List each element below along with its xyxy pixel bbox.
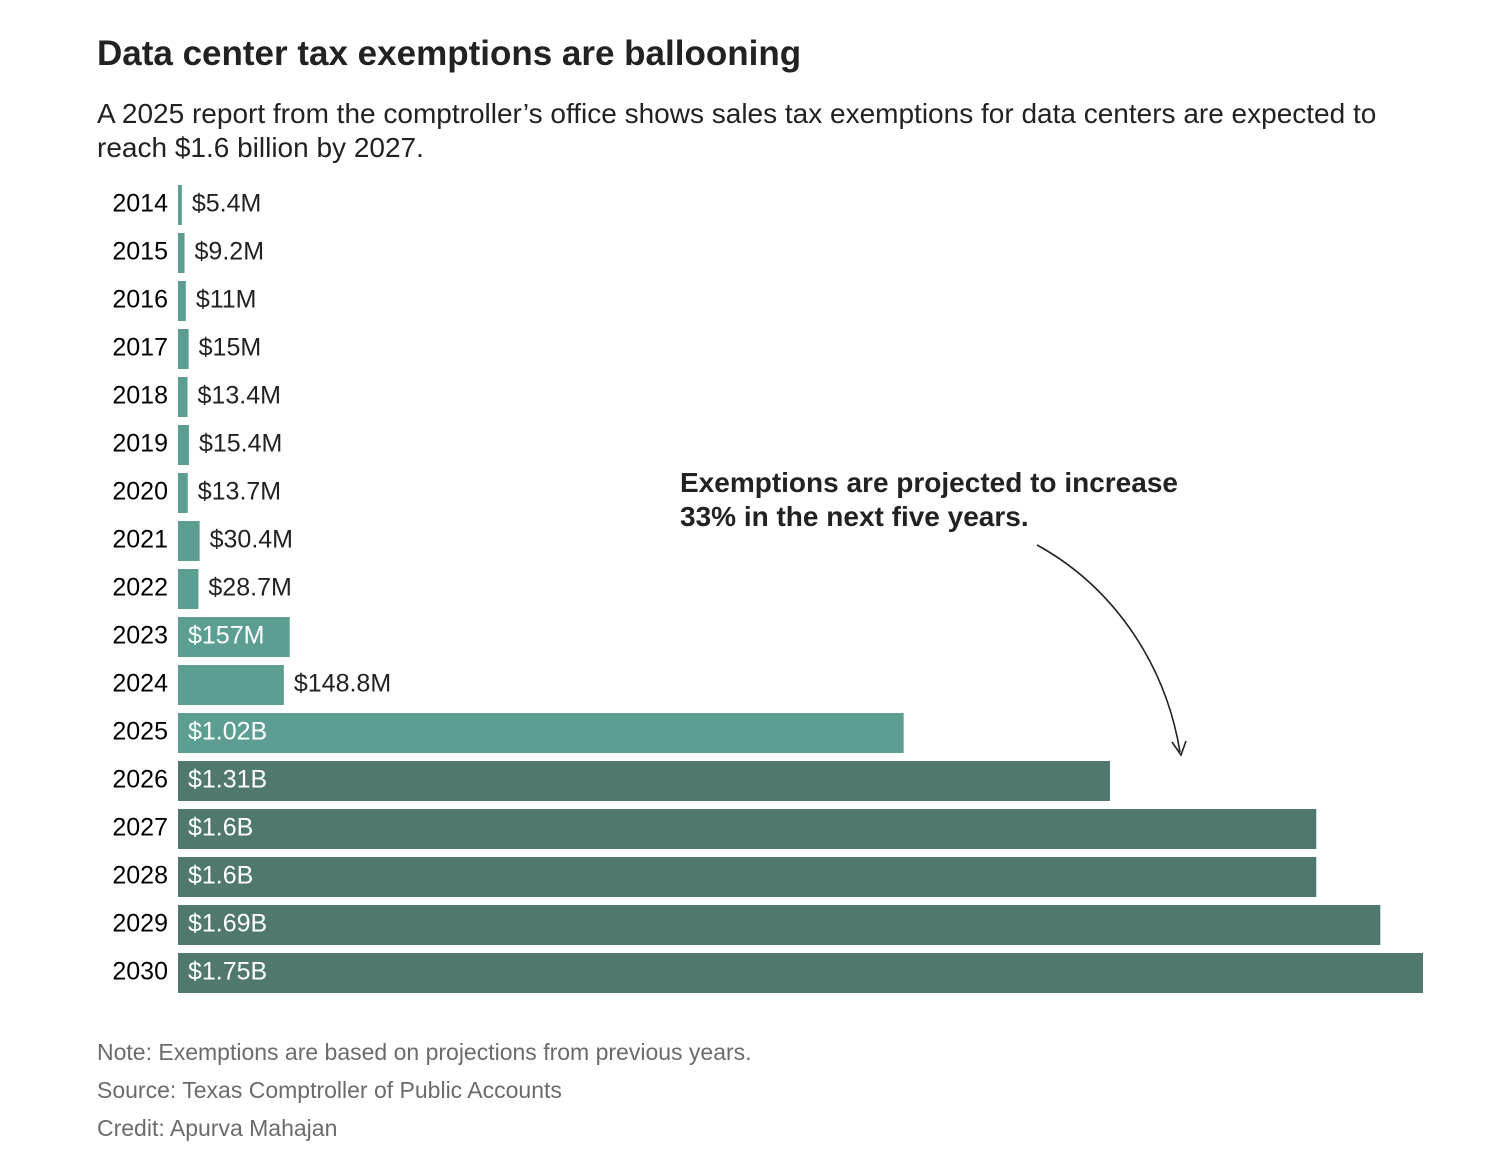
value-label: $1.75B bbox=[188, 958, 267, 986]
value-label: $15.4M bbox=[199, 430, 282, 458]
y-tick-label: 2019 bbox=[112, 430, 168, 458]
bar bbox=[178, 569, 199, 609]
bar bbox=[178, 809, 1317, 849]
y-tick-label: 2030 bbox=[112, 958, 168, 986]
annotation: Exemptions are projected to increase 33%… bbox=[680, 467, 1178, 532]
y-tick-label: 2016 bbox=[112, 286, 168, 314]
value-label: $1.02B bbox=[188, 718, 267, 746]
bar bbox=[178, 473, 188, 513]
bar bbox=[178, 713, 904, 753]
bar bbox=[178, 185, 182, 225]
y-tick-label: 2027 bbox=[112, 814, 168, 842]
value-label: $1.69B bbox=[188, 910, 267, 938]
y-tick-label: 2029 bbox=[112, 910, 168, 938]
value-label: $30.4M bbox=[210, 526, 293, 554]
value-label: $157M bbox=[188, 622, 264, 650]
y-tick-label: 2025 bbox=[112, 718, 168, 746]
credit: Credit: Apurva Mahajan bbox=[97, 1115, 338, 1141]
bar bbox=[178, 617, 290, 657]
value-label: $1.6B bbox=[188, 862, 253, 890]
y-tick-label: 2026 bbox=[112, 766, 168, 794]
note: Note: Exemptions are based on projection… bbox=[97, 1039, 752, 1065]
value-label: $11M bbox=[196, 286, 257, 314]
y-tick-label: 2018 bbox=[112, 382, 168, 410]
bar bbox=[178, 665, 284, 705]
y-tick-label: 2020 bbox=[112, 478, 168, 506]
source: Source: Texas Comptroller of Public Acco… bbox=[97, 1077, 562, 1103]
y-tick-label: 2015 bbox=[112, 238, 168, 266]
y-tick-label: 2021 bbox=[112, 526, 168, 554]
bar bbox=[178, 233, 185, 273]
y-tick-label: 2024 bbox=[112, 670, 168, 698]
y-tick-label: 2014 bbox=[112, 190, 168, 218]
arrow-head bbox=[1171, 740, 1187, 757]
bar bbox=[178, 329, 189, 369]
value-label: $15M bbox=[199, 334, 262, 362]
bar bbox=[178, 521, 200, 561]
value-label: $9.2M bbox=[195, 238, 264, 266]
bar bbox=[178, 953, 1423, 993]
chart-title: Data center tax exemptions are balloonin… bbox=[97, 34, 802, 73]
bar bbox=[178, 377, 188, 417]
y-tick-label: 2023 bbox=[112, 622, 168, 650]
annotation-arrow bbox=[1036, 544, 1181, 753]
value-label: $1.31B bbox=[188, 766, 267, 794]
bar bbox=[178, 281, 186, 321]
y-tick-label: 2017 bbox=[112, 334, 168, 362]
value-label: $13.7M bbox=[198, 478, 281, 506]
value-label: $5.4M bbox=[192, 190, 261, 218]
value-label: $28.7M bbox=[208, 574, 291, 602]
value-label: $148.8M bbox=[294, 670, 391, 698]
y-tick-label: 2022 bbox=[112, 574, 168, 602]
bar bbox=[178, 761, 1110, 801]
bar bbox=[178, 857, 1317, 897]
value-label: $13.4M bbox=[198, 382, 281, 410]
value-label: $1.6B bbox=[188, 814, 253, 842]
y-tick-label: 2028 bbox=[112, 862, 168, 890]
bar bbox=[178, 425, 189, 465]
bar bbox=[178, 905, 1381, 945]
chart-subtitle: A 2025 report from the comptroller’s off… bbox=[97, 98, 1377, 163]
